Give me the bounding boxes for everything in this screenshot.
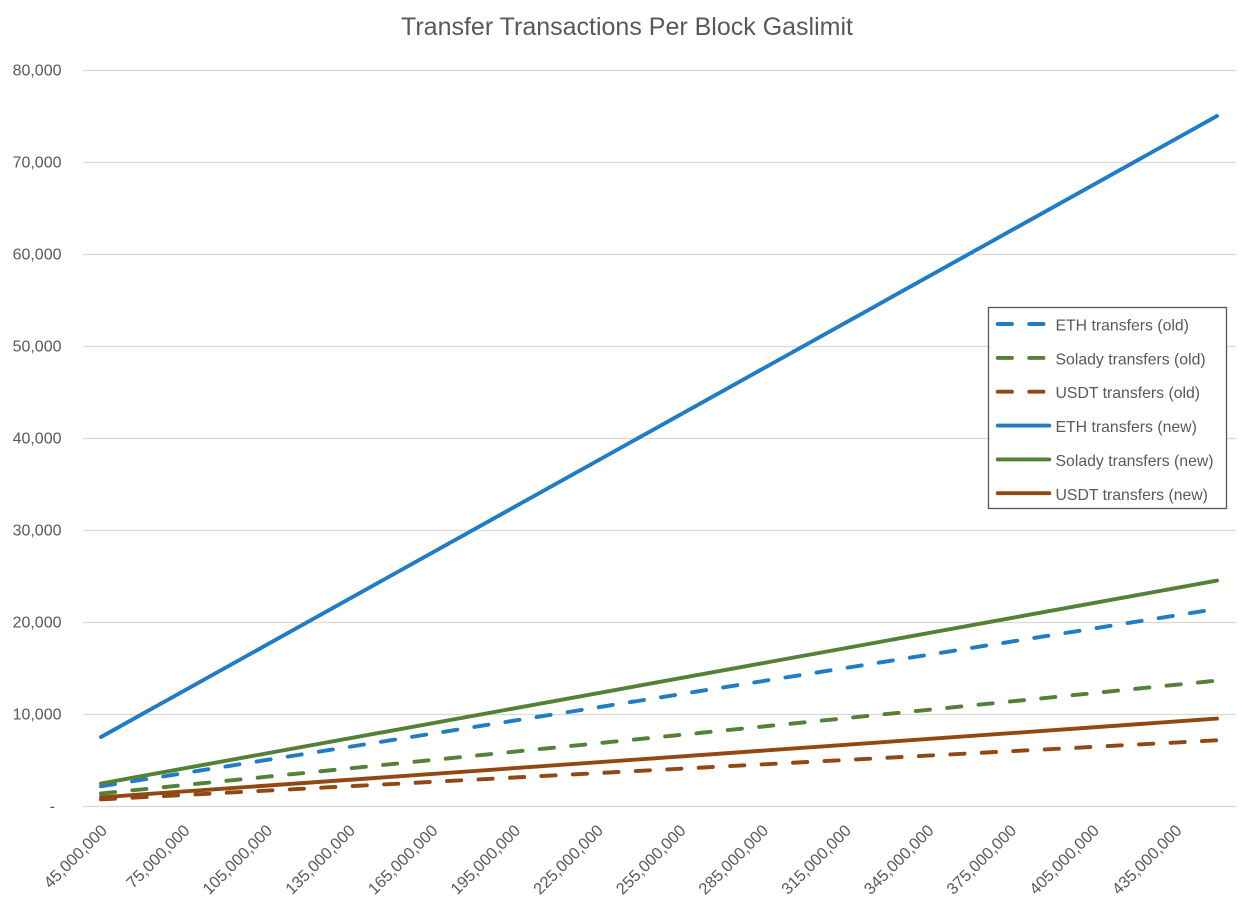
- svg-text:Transfer Transactions Per Bloc: Transfer Transactions Per Block Gaslimit: [401, 13, 853, 41]
- svg-text:Solady transfers (new): Solady transfers (new): [1056, 453, 1214, 470]
- svg-text:20,000: 20,000: [13, 615, 62, 632]
- svg-text:ETH transfers (old): ETH transfers (old): [1056, 318, 1189, 335]
- svg-text:30,000: 30,000: [13, 523, 62, 540]
- svg-text:-: -: [50, 799, 55, 816]
- svg-text:40,000: 40,000: [13, 431, 62, 448]
- svg-text:50,000: 50,000: [13, 339, 62, 356]
- svg-text:10,000: 10,000: [13, 707, 62, 724]
- svg-text:60,000: 60,000: [13, 247, 62, 264]
- svg-text:ETH transfers (new): ETH transfers (new): [1056, 419, 1197, 436]
- svg-text:80,000: 80,000: [13, 63, 62, 80]
- svg-text:70,000: 70,000: [13, 155, 62, 172]
- svg-text:Solady transfers (old): Solady transfers (old): [1056, 351, 1206, 368]
- svg-text:USDT transfers (old): USDT transfers (old): [1056, 385, 1201, 402]
- svg-text:USDT transfers (new): USDT transfers (new): [1056, 487, 1208, 504]
